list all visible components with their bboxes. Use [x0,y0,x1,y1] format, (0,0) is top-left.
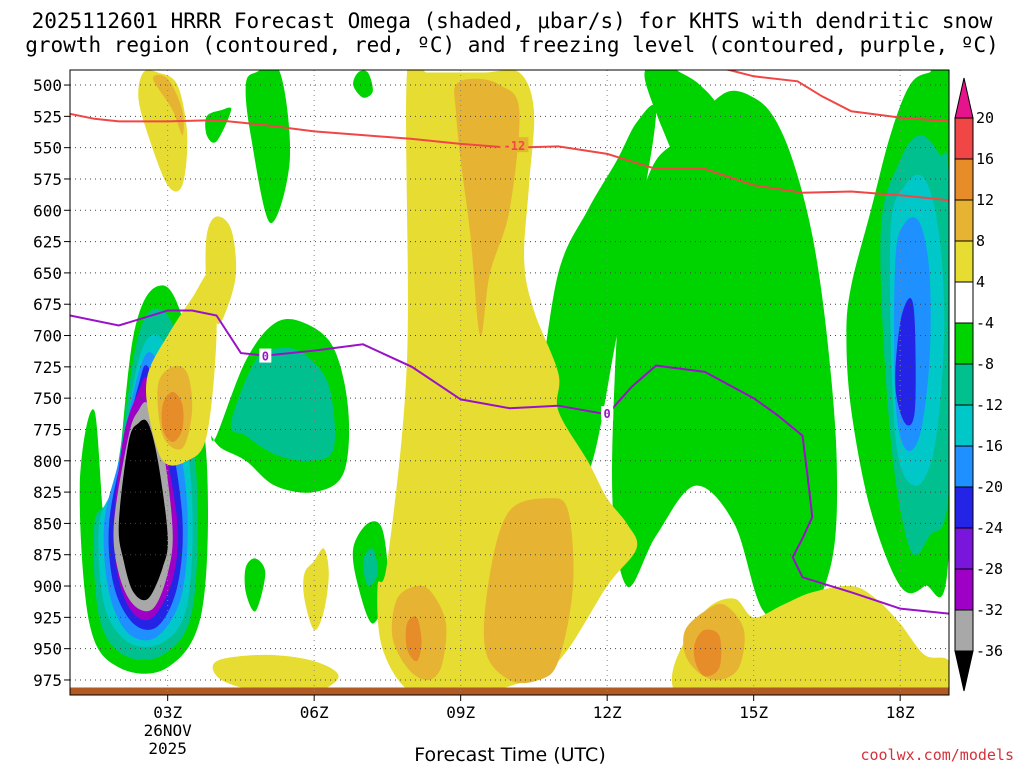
y-tick-label-900: 900 [33,577,62,596]
colorbar-bin-12-to-16 [954,158,974,201]
colorbar-bin-16-to-20 [954,117,974,160]
y-tick-label-950: 950 [33,640,62,659]
freezing-label-bg-0 [259,348,272,363]
y-tick-label-650: 650 [33,264,62,283]
colorbar-bin--20-to--16 [954,445,974,488]
chart-title-line-1: 2025112601 HRRR Forecast Omega (shaded, … [31,9,993,33]
y-tick-label-625: 625 [33,233,62,252]
colorbar-label-4: 4 [976,273,985,291]
x-tick-label-15Z: 15Z [739,703,768,722]
colorbar-arrow-bottom [954,650,974,692]
colorbar-label--28: -28 [976,560,1003,578]
x-tick-date-day: 26NOV [144,721,193,740]
y-tick-label-775: 775 [33,420,62,439]
colorbar-label-8: 8 [976,232,985,250]
omega-region-12-38 [405,616,422,662]
colorbar-bin-8-to-12 [954,199,974,242]
credit-text: coolwx.com/models [860,746,1014,764]
omega-region-12-30 [161,391,184,442]
colorbar-label-20: 20 [976,109,994,127]
dendritic-contour-label: -12 [504,139,526,153]
omega-region--8-13 [205,107,232,143]
omega-region-4-32 [212,654,339,695]
x-tick-label-03Z: 03Z [153,703,182,722]
colorbar-label--36: -36 [976,642,1003,660]
omega-region-4-33 [303,548,329,631]
colorbar-label--12: -12 [976,396,1003,414]
omega-region--12-16 [362,548,378,587]
freezing-level-label-1: 0 [604,407,611,421]
omega-region-4-31 [205,216,237,325]
colorbar-bin--16-to--12 [954,404,974,447]
omega-region--8-17 [536,104,657,476]
colorbar-bin--4-to-4 [954,281,974,324]
dendritic-contour-line-upper [723,70,949,123]
colorbar-bin-4-to-8 [954,240,974,283]
y-tick-label-850: 850 [33,514,62,533]
x-tick-label-09Z: 09Z [446,703,475,722]
omega-region--8-14 [244,558,266,612]
x-tick-label-12Z: 12Z [593,703,622,722]
y-tick-label-925: 925 [33,608,62,627]
colorbar: -36 -32 -28 -24 -20 -16 -12 -8 -4 4 8 12 16 20 [954,77,1003,692]
contour-lines: -12 0 0 [70,70,949,615]
omega-region--8-19 [644,70,730,237]
omega-region--8-11 [245,70,291,223]
y-tick-label-825: 825 [33,483,62,502]
y-tick-label-525: 525 [33,107,62,126]
omega-region-8-27 [152,74,184,136]
y-tick-label-975: 975 [33,671,62,690]
dendritic-contour-label-bg [500,137,529,153]
colorbar-label--16: -16 [976,437,1003,455]
colorbar-bin--24-to--20 [954,486,974,529]
colorbar-label--4: -4 [976,314,994,332]
y-tick-label-600: 600 [33,201,62,220]
y-tick-label-675: 675 [33,295,62,314]
x-tick-label-18Z: 18Z [886,703,915,722]
colorbar-label--8: -8 [976,355,994,373]
dendritic-contour-line [70,112,949,202]
y-tick-label-800: 800 [33,452,62,471]
y-tick-label-700: 700 [33,327,62,346]
colorbar-bin--28-to--24 [954,527,974,570]
freezing-label-bg-1 [601,406,614,421]
y-tick-label-575: 575 [33,170,62,189]
surface-band [70,687,949,695]
chart-title-line-2: growth region (contoured, red, ºC) and f… [25,33,999,57]
y-tick-label-875: 875 [33,546,62,565]
omega-region-4-39 [671,585,949,695]
y-tick-label-750: 750 [33,389,62,408]
freezing-level-contour-line [70,309,949,615]
colorbar-label-12: 12 [976,191,994,209]
colorbar-bin--32-to--28 [954,568,974,611]
x-tick-label-06Z: 06Z [300,703,329,722]
omega-region--12-9 [230,347,336,461]
colorbar-label-16: 16 [976,150,994,168]
omega-region-12-41 [693,629,722,677]
colorbar-bin--36-to--32 [954,609,974,652]
axes: 500 525 550 575 600 625 650 675 700 725 750 775 800 8… [33,69,950,758]
colorbar-label--20: -20 [976,478,1003,496]
omega-region-8-36 [483,498,574,684]
freezing-level-label-0: 0 [262,350,269,364]
gridlines [70,70,949,695]
y-tick-label-500: 500 [33,76,62,95]
colorbar-bin--8-to--4 [954,322,974,365]
omega-region--24-24 [895,298,916,426]
x-tick-date-year: 2025 [148,739,187,758]
y-tick-label-550: 550 [33,139,62,158]
plot-frame [69,69,950,696]
colorbar-arrow-top [954,77,974,119]
x-axis-label: Forecast Time (UTC) [414,744,606,766]
omega-region--8-12 [353,70,373,98]
colorbar-bin--12-to--8 [954,363,974,406]
colorbar-label--24: -24 [976,519,1003,537]
y-tick-label-725: 725 [33,358,62,377]
colorbar-label--32: -32 [976,601,1003,619]
omega-shaded-regions [70,70,949,695]
omega-region--8-25 [767,346,833,524]
